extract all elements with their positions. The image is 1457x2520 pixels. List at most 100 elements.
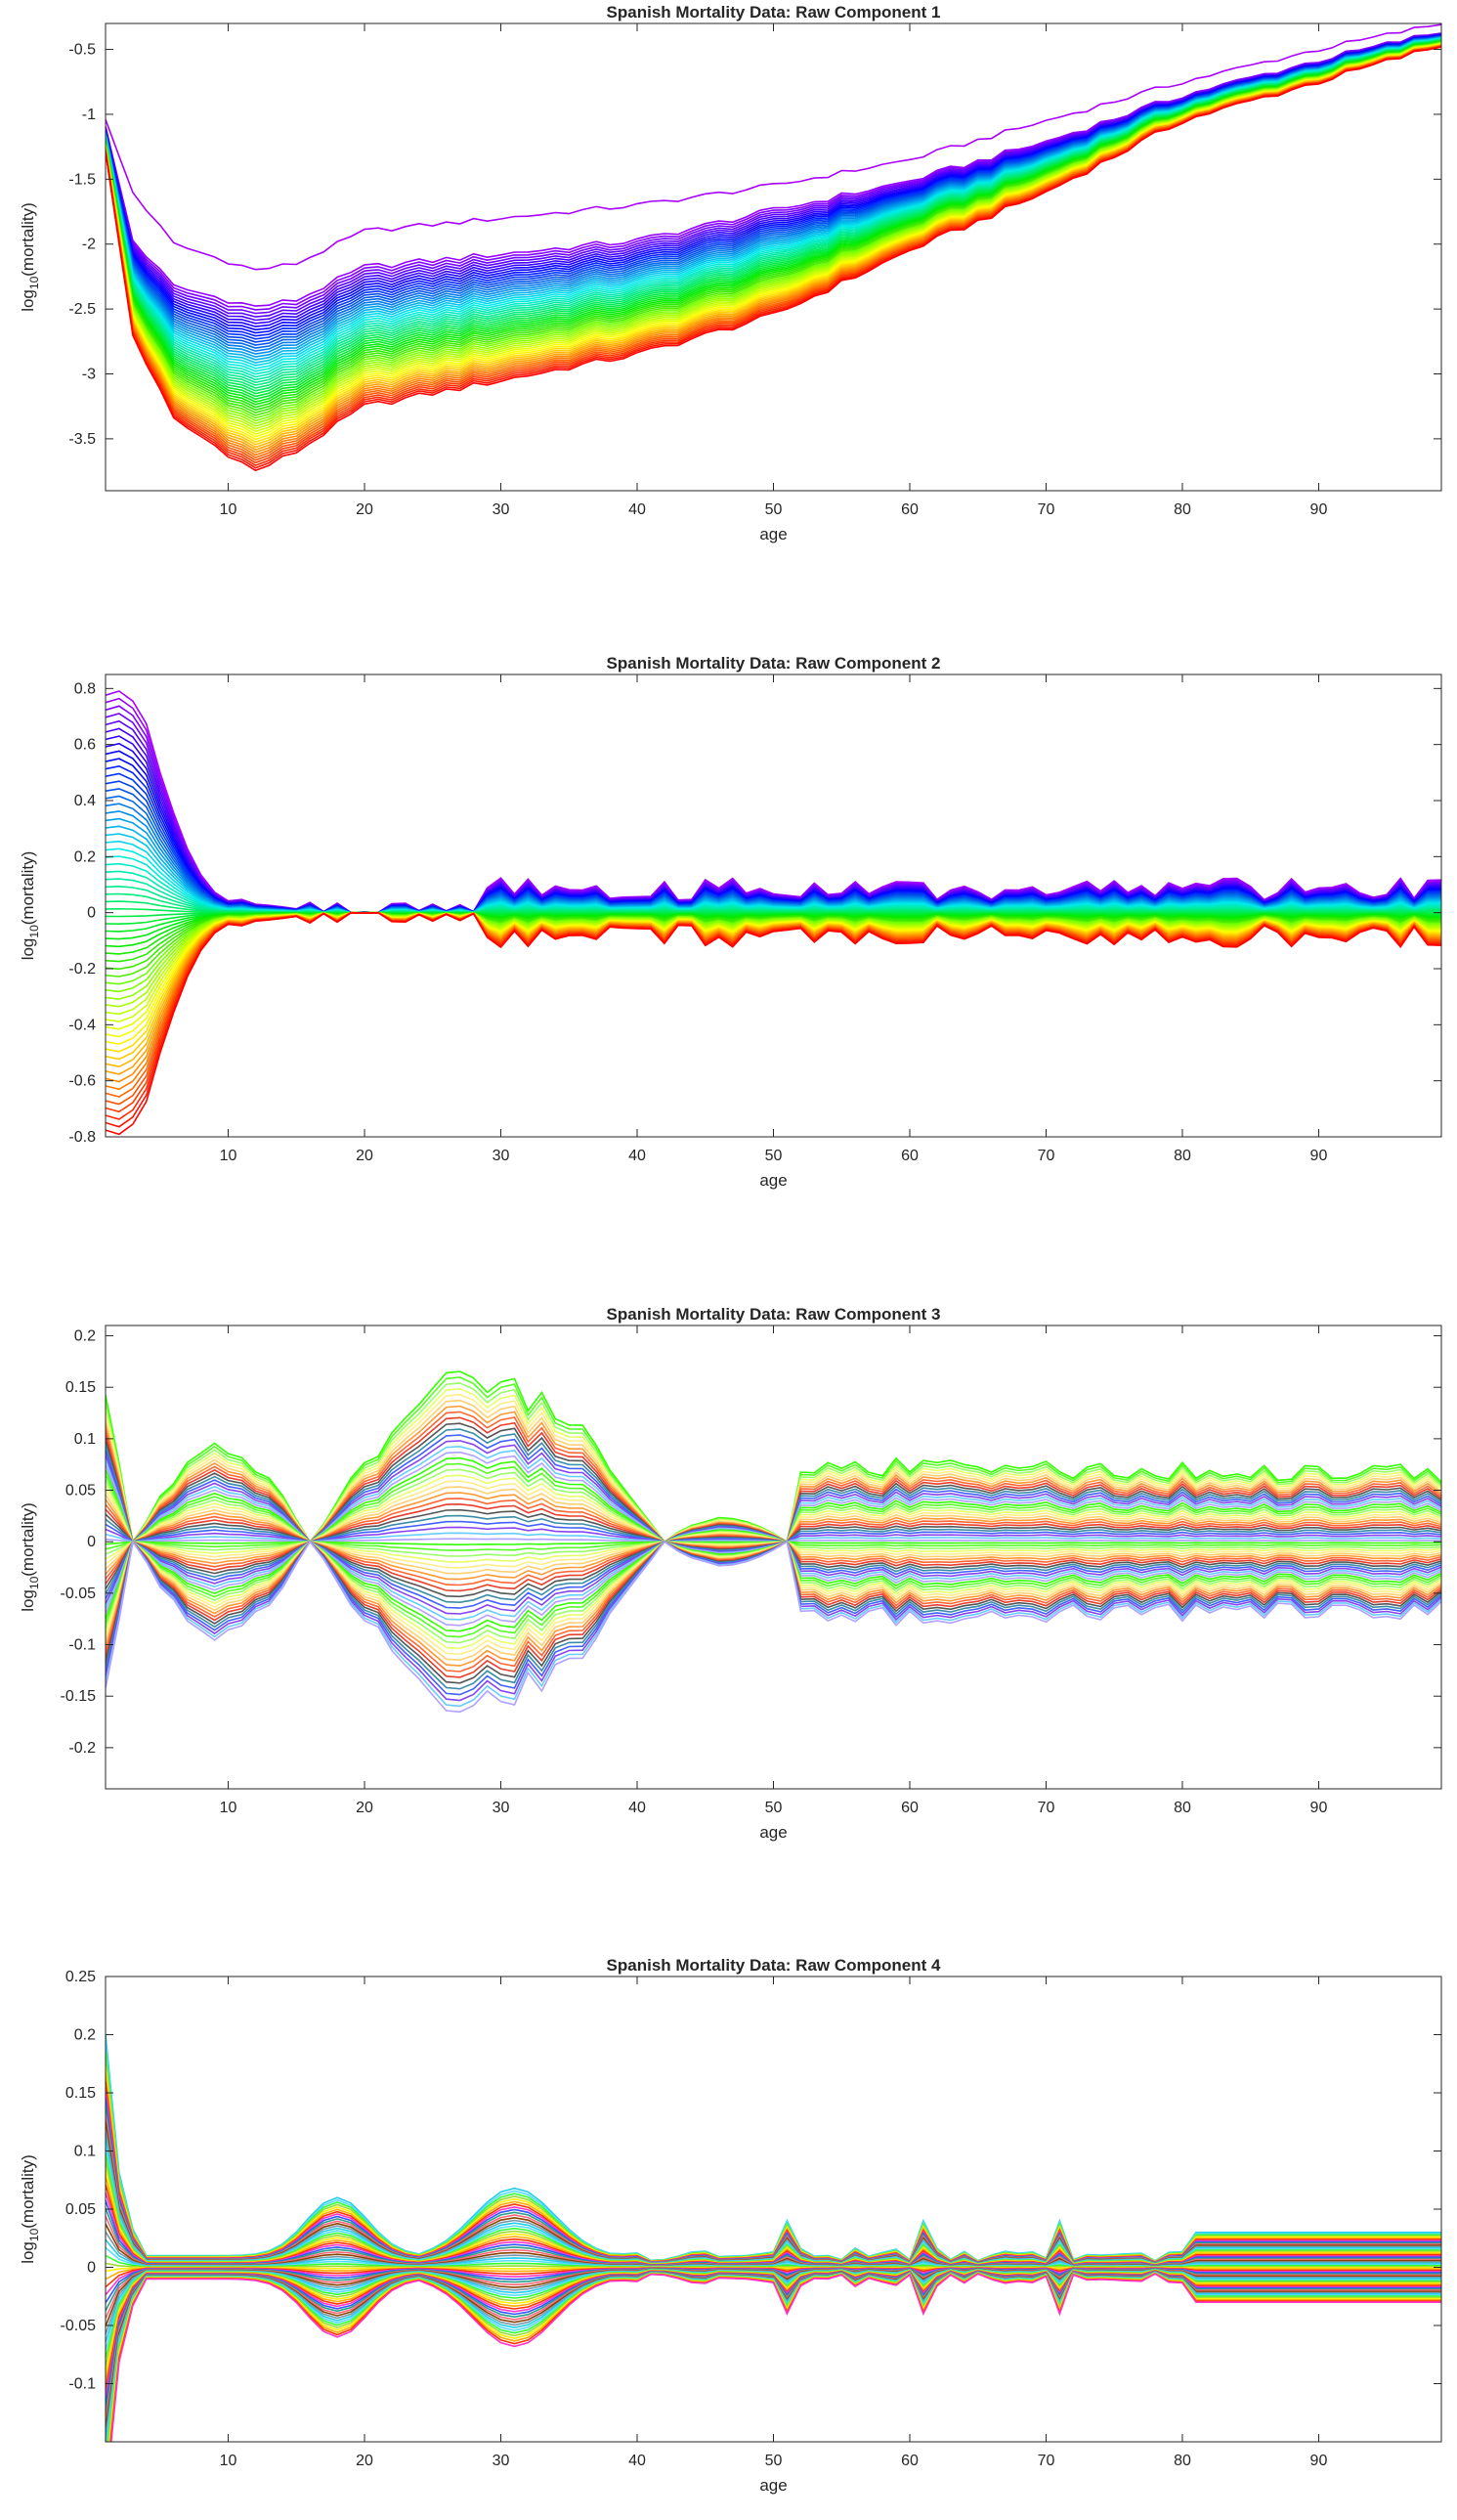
y-tick-label: 0 [87, 905, 96, 922]
y-tick-label: 0.15 [65, 2085, 96, 2102]
x-tick-label: 20 [356, 1148, 373, 1164]
x-tick-label: 20 [356, 2453, 373, 2469]
x-tick-label: 90 [1310, 501, 1328, 518]
y-tick-label: -0.5 [68, 42, 96, 59]
series-group [106, 1370, 1441, 1714]
x-tick-label: 60 [901, 1148, 919, 1164]
y-tick-label: -1.5 [68, 171, 96, 188]
y-tick-label: -0.6 [68, 1073, 96, 1090]
y-tick-label: -0.2 [68, 1740, 96, 1757]
x-tick-label: 10 [220, 2453, 237, 2469]
series-line [106, 1540, 1441, 1708]
x-tick-label: 60 [901, 1800, 919, 1816]
x-tick-label: 50 [765, 2453, 783, 2469]
chart-title: Spanish Mortality Data: Raw Component 3 [607, 1305, 941, 1324]
x-tick-label: 90 [1310, 1800, 1328, 1816]
x-tick-label: 50 [765, 501, 783, 518]
x-axis-label: age [759, 525, 787, 543]
y-tick-label: 0.4 [74, 793, 96, 809]
y-tick-label: 0.6 [74, 737, 96, 754]
axes-box [105, 1976, 1442, 2443]
x-tick-label: 10 [220, 501, 237, 518]
x-tick-label: 30 [493, 501, 510, 518]
x-axis-label: age [759, 1171, 787, 1190]
chart-title: Spanish Mortality Data: Raw Component 2 [607, 654, 941, 673]
x-tick-label: 70 [1038, 1800, 1055, 1816]
series-line [106, 46, 1441, 472]
y-tick-label: 0 [87, 2260, 96, 2277]
y-tick-label: -0.8 [68, 1129, 96, 1146]
series-line [106, 1405, 1441, 1543]
x-tick-label: 80 [1174, 1800, 1191, 1816]
x-tick-label: 20 [356, 1800, 373, 1816]
chart-title: Spanish Mortality Data: Raw Component 1 [607, 3, 941, 22]
series-line [106, 1540, 1441, 1678]
y-tick-label: -0.2 [68, 961, 96, 978]
series-line [106, 1540, 1441, 1714]
y-tick-label: -0.15 [61, 1688, 97, 1705]
y-tick-label: 0.25 [65, 1969, 96, 1985]
series-line [106, 1422, 1441, 1543]
chart-panel-1: 10 20 30 40 50 60 70 80 90 -3.5 -3 -2.5 -2 -1.5 -1 -0.5… [19, 3, 1442, 543]
y-tick-label: 0.1 [74, 2144, 96, 2160]
series-line [106, 1387, 1441, 1544]
series-line [106, 1376, 1441, 1544]
x-tick-label: 80 [1174, 1148, 1191, 1164]
x-tick-label: 90 [1310, 1148, 1328, 1164]
y-axis-label: log10(mortality) [19, 851, 41, 961]
chart-panel-4: 10 20 30 40 50 60 70 80 90 -0.1 -0.05 0 0.05 0.1 0.15 0… [19, 1956, 1442, 2495]
series-group [106, 690, 1441, 1136]
y-tick-label: -0.1 [68, 2376, 96, 2393]
y-tick-label: 0 [87, 1534, 96, 1550]
chart-panel-2: 10 20 30 40 50 60 70 80 90 -0.8 -0.6 -0.4 -0.2 0 0.2 0.… [19, 654, 1442, 1190]
series-line [106, 780, 1441, 914]
y-axis-label: log10(mortality) [19, 202, 41, 312]
x-tick-label: 80 [1174, 501, 1191, 518]
series-line [106, 690, 1441, 914]
y-tick-label: 0.05 [65, 2201, 96, 2218]
y-tick-label: 0.2 [74, 2027, 96, 2044]
y-tick-label: -3 [82, 367, 96, 383]
x-tick-label: 70 [1038, 1148, 1055, 1164]
series-group [106, 23, 1441, 472]
y-tick-label: 0.05 [65, 1483, 96, 1499]
y-tick-label: 0.2 [74, 1328, 96, 1345]
x-tick-label: 10 [220, 1148, 237, 1164]
x-tick-label: 90 [1310, 2453, 1328, 2469]
y-tick-label: -0.1 [68, 1637, 96, 1654]
x-tick-label: 50 [765, 1148, 783, 1164]
y-tick-label: -0.4 [68, 1017, 96, 1033]
x-tick-label: 40 [628, 1148, 646, 1164]
x-tick-label: 30 [493, 1800, 510, 1816]
x-axis-label: age [759, 2476, 787, 2495]
y-tick-label: -1 [82, 107, 96, 123]
x-tick-label: 20 [356, 501, 373, 518]
x-tick-label: 70 [1038, 2453, 1055, 2469]
x-tick-label: 70 [1038, 501, 1055, 518]
x-tick-label: 40 [628, 2453, 646, 2469]
series-line [110, 2273, 1441, 2442]
series-group [106, 2034, 1441, 2442]
y-axis-label: log10(mortality) [19, 2154, 41, 2264]
series-line [106, 1540, 1441, 1696]
series-line [106, 911, 1441, 1136]
y-tick-label: 0.1 [74, 1431, 96, 1448]
y-tick-label: -2 [82, 237, 96, 253]
x-tick-label: 40 [628, 501, 646, 518]
y-tick-label: -0.05 [61, 2318, 97, 2334]
x-tick-label: 30 [493, 2453, 510, 2469]
x-tick-label: 30 [493, 1148, 510, 1164]
x-tick-label: 40 [628, 1800, 646, 1816]
y-tick-label: -2.5 [68, 301, 96, 318]
x-tick-label: 60 [901, 501, 919, 518]
x-tick-label: 10 [220, 1800, 237, 1816]
chart-title: Spanish Mortality Data: Raw Component 4 [607, 1956, 941, 1975]
x-tick-label: 80 [1174, 2453, 1191, 2469]
y-tick-label: 0.15 [65, 1379, 96, 1396]
x-axis-label: age [759, 1823, 787, 1842]
series-line [106, 1540, 1441, 1662]
x-tick-label: 60 [901, 2453, 919, 2469]
series-line [106, 23, 1441, 271]
chart-panel-3: 10 20 30 40 50 60 70 80 90 -0.2 -0.15 -0.1 -0.05 0 0.0… [19, 1305, 1442, 1842]
